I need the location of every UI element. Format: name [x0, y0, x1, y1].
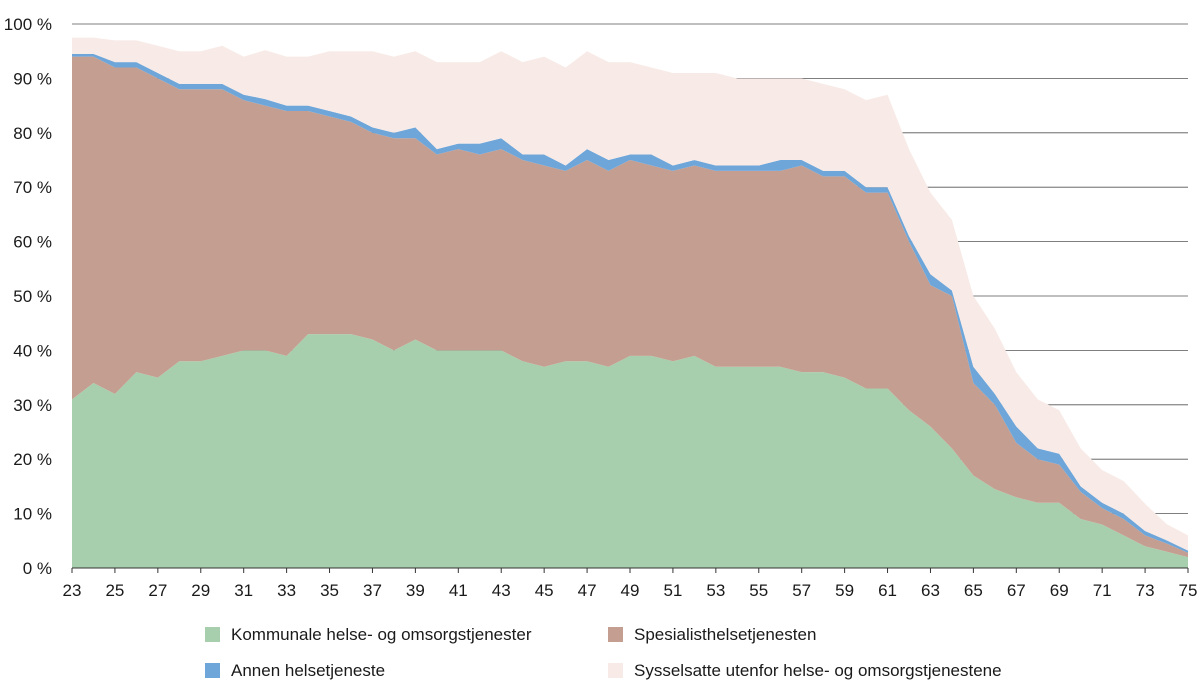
x-tick-label: 65 [964, 581, 983, 600]
y-tick-label: 20 % [13, 450, 52, 469]
x-tick-label: 41 [449, 581, 468, 600]
area-series-1 [72, 334, 1188, 568]
x-tick-label: 55 [749, 581, 768, 600]
x-tick-label: 43 [492, 581, 511, 600]
legend-swatch [205, 663, 220, 678]
y-tick-label: 0 % [23, 559, 52, 578]
x-tick-label: 69 [1050, 581, 1069, 600]
area-series-4 [72, 37, 1188, 551]
legend-label: Spesialisthelsetjenesten [634, 625, 816, 644]
x-tick-label: 25 [105, 581, 124, 600]
legend-swatch [608, 663, 623, 678]
y-tick-label: 40 % [13, 341, 52, 360]
legend: Kommunale helse- og omsorgstjenester Spes… [205, 625, 1002, 680]
legend-label: Annen helsetjeneste [231, 661, 385, 680]
x-tick-label: 53 [706, 581, 725, 600]
legend-label: Sysselsatte utenfor helse- og omsorgstje… [634, 661, 1002, 680]
y-tick-label: 80 % [13, 124, 52, 143]
x-tick-label: 33 [277, 581, 296, 600]
y-tick-label: 50 % [13, 287, 52, 306]
x-axis: 23 25 27 29 31 33 35 37 39 41 43 45 47 49 51 53 55 57 59 61… [63, 567, 1198, 600]
x-tick-label: 57 [792, 581, 811, 600]
x-tick-label: 23 [63, 581, 82, 600]
x-tick-label: 31 [234, 581, 253, 600]
legend-label: Kommunale helse- og omsorgstjenester [231, 625, 532, 644]
y-tick-label: 90 % [13, 69, 52, 88]
x-tick-label: 51 [663, 581, 682, 600]
x-tick-label: 61 [878, 581, 897, 600]
y-tick-label: 100 % [4, 15, 52, 34]
x-tick-label: 47 [578, 581, 597, 600]
x-tick-label: 27 [148, 581, 167, 600]
y-tick-label: 60 % [13, 233, 52, 252]
x-tick-label: 63 [921, 581, 940, 600]
x-tick-label: 49 [621, 581, 640, 600]
legend-swatch [608, 627, 623, 642]
x-tick-label: 71 [1093, 581, 1112, 600]
x-tick-label: 73 [1136, 581, 1155, 600]
y-tick-label: 10 % [13, 505, 52, 524]
x-tick-label: 39 [406, 581, 425, 600]
y-tick-label: 30 % [13, 396, 52, 415]
x-tick-label: 67 [1007, 581, 1026, 600]
x-tick-label: 45 [535, 581, 554, 600]
legend-swatch [205, 627, 220, 642]
x-tick-label: 75 [1179, 581, 1198, 600]
y-axis: 0 % 10 % 20 % 30 % 40 % 50 % 60 % 70 % 80 % 90 % 1… [4, 15, 52, 578]
area-series [72, 37, 1188, 568]
x-tick-label: 59 [835, 581, 854, 600]
x-tick-label: 29 [191, 581, 210, 600]
y-tick-label: 70 % [13, 178, 52, 197]
x-tick-label: 35 [320, 581, 339, 600]
area-series-2 [72, 56, 1188, 558]
x-tick-label: 37 [363, 581, 382, 600]
